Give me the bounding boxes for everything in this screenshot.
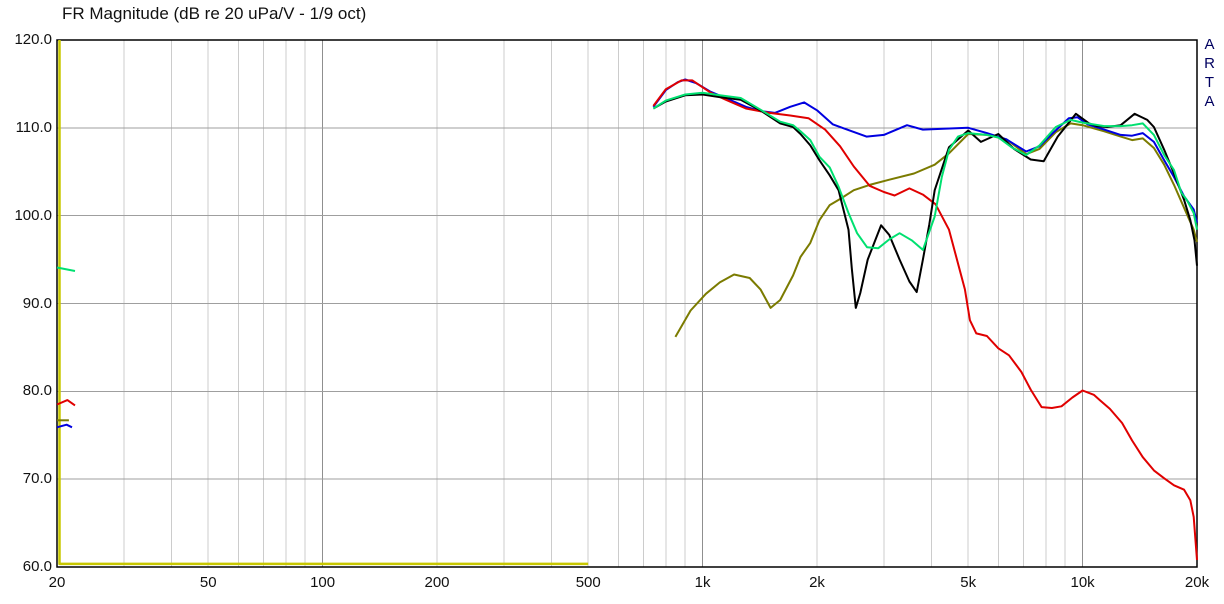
series-red-stub <box>56 399 76 407</box>
arta-watermark: ARTA <box>1201 36 1218 112</box>
x-tick-label: 1k <box>694 574 711 591</box>
series-blue-stub <box>56 423 73 429</box>
plot-frame <box>56 39 1198 568</box>
y-tick-label: 70.0 <box>22 470 52 488</box>
series-green <box>652 91 1198 251</box>
x-tick-label: 200 <box>424 574 450 591</box>
x-tick-label: 100 <box>310 574 336 591</box>
x-tick-label: 20k <box>1184 574 1210 591</box>
x-tick-label: 10k <box>1070 574 1095 591</box>
x-tick-label: 50 <box>199 574 217 591</box>
y-tick-label: 120.0 <box>14 31 52 48</box>
y-tick-label: 110.0 <box>15 118 52 136</box>
y-tick-label: 80.0 <box>22 382 52 400</box>
series-green-stub <box>56 266 76 272</box>
chart-title: FR Magnitude (dB re 20 uPa/V - 1/9 oct) <box>62 4 367 23</box>
y-tick-label: 100.0 <box>14 206 52 224</box>
x-tick-label: 5k <box>960 574 977 591</box>
x-tick-label: 2k <box>809 574 825 591</box>
x-tick-label: 500 <box>575 574 601 591</box>
y-tick-label: 60.0 <box>22 558 52 575</box>
y-tick-label: 90.0 <box>22 294 52 312</box>
series-yellow-floor <box>58 40 589 566</box>
series-blue <box>652 78 1198 223</box>
series-red <box>652 79 1198 561</box>
series-black <box>652 93 1198 309</box>
x-tick-label: 20 <box>48 574 66 591</box>
series-olive <box>674 122 1198 338</box>
